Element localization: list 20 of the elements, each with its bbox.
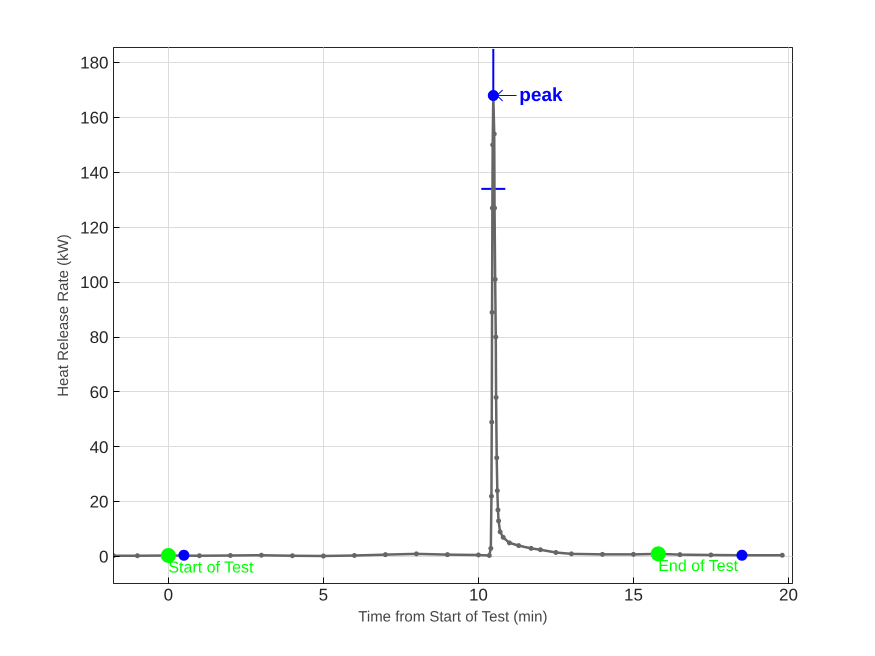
x-tick-label: 5 (318, 586, 328, 604)
y-tick-label: 140 (80, 163, 109, 182)
y-axis-title: Heat Release Rate (kW) (55, 234, 72, 397)
annotation: Start of Test (168, 560, 254, 577)
x-axis-title: Time from Start of Test (min) (358, 608, 548, 626)
annotation: peak (519, 85, 564, 106)
y-tick-label: 100 (80, 273, 109, 292)
y-tick-label: 180 (80, 54, 109, 73)
x-tick-label: 15 (624, 586, 643, 604)
x-tick-label: 20 (779, 586, 798, 604)
y-tick-label: 0 (99, 548, 109, 567)
annotation: End of Test (658, 558, 739, 575)
y-tick-label: 120 (80, 218, 109, 238)
y-tick-label: 80 (90, 328, 109, 348)
y-tick-label: 60 (90, 382, 109, 402)
y-tick-label: 20 (90, 492, 109, 512)
y-tick-label: 160 (80, 108, 109, 128)
x-tick-label: 10 (468, 586, 488, 604)
x-tick-label: 0 (164, 586, 174, 604)
y-tick-label: 40 (90, 438, 109, 457)
